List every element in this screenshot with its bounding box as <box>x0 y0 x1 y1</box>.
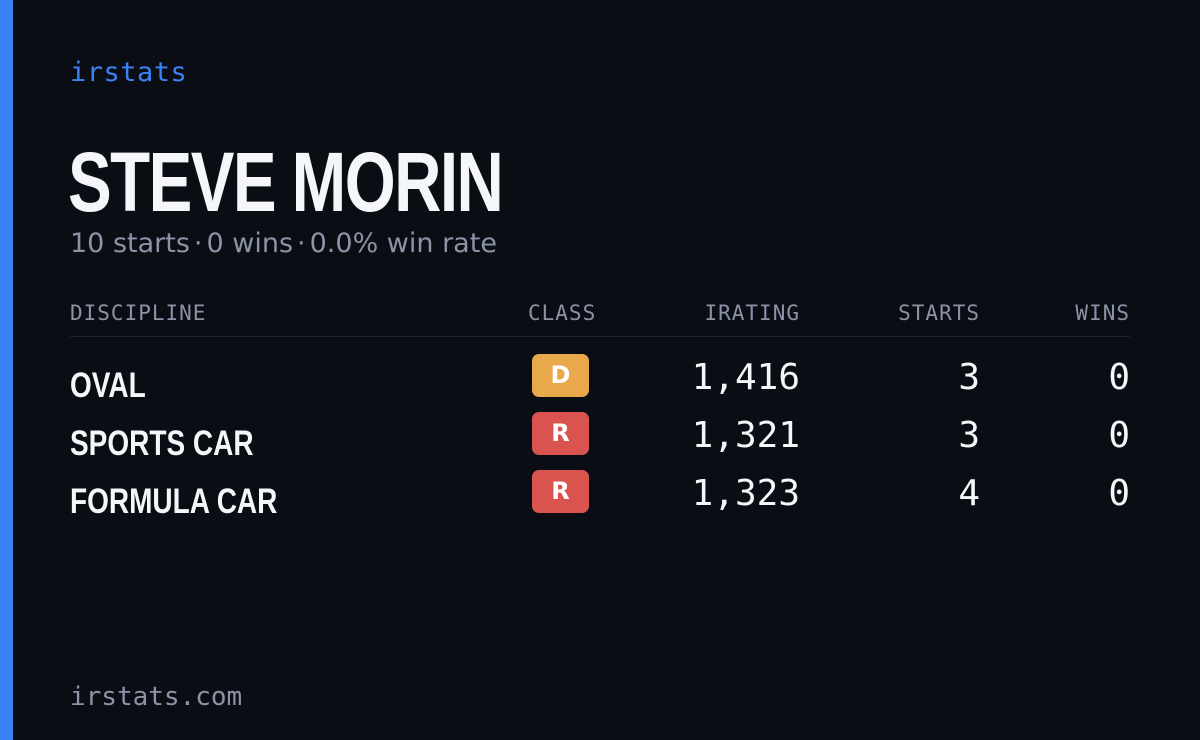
column-header-wins: WINS <box>1075 301 1130 325</box>
irating-value: 1,321 <box>691 415 800 456</box>
license-class-badge: R <box>532 470 589 513</box>
starts-value: 3 <box>958 415 980 456</box>
discipline-table: DISCIPLINE CLASS IRATING STARTS WINS OVA… <box>70 296 1130 528</box>
wins-value: 0 <box>1108 415 1130 456</box>
irating-value: 1,323 <box>691 473 800 514</box>
wins-value: 0 <box>1108 357 1130 398</box>
table-row: OVAL D 1,416 3 0 <box>70 354 1130 412</box>
driver-name: STEVE MORIN <box>68 135 504 229</box>
brand-logo-text: irstats <box>70 57 188 88</box>
column-header-irating: IRATING <box>704 301 800 325</box>
accent-bar <box>0 0 13 740</box>
driver-summary: 10 starts · 0 wins · 0.0% win rate <box>70 226 497 262</box>
starts-value: 3 <box>958 357 980 398</box>
column-header-class: CLASS <box>528 301 597 325</box>
table-header: DISCIPLINE CLASS IRATING STARTS WINS <box>70 296 1130 337</box>
footer-url: irstats.com <box>70 682 243 712</box>
license-class-badge: D <box>532 354 589 397</box>
summary-separator: · <box>193 228 203 259</box>
irating-value: 1,416 <box>691 357 800 398</box>
discipline-name: FORMULA CAR <box>70 482 278 521</box>
discipline-name: OVAL <box>70 366 146 405</box>
license-class-badge: R <box>532 412 589 455</box>
starts-value: 4 <box>958 473 980 514</box>
column-header-discipline: DISCIPLINE <box>70 301 207 325</box>
table-body: OVAL D 1,416 3 0 SPORTS CAR R 1,321 3 0 … <box>70 354 1130 528</box>
table-row: SPORTS CAR R 1,321 3 0 <box>70 412 1130 470</box>
summary-wins: 0 wins <box>206 228 294 259</box>
wins-value: 0 <box>1108 473 1130 514</box>
discipline-name: SPORTS CAR <box>70 424 254 463</box>
summary-win-rate: 0.0% win rate <box>309 228 497 259</box>
summary-separator: · <box>297 228 306 259</box>
column-header-starts: STARTS <box>898 301 980 325</box>
table-row: FORMULA CAR R 1,323 4 0 <box>70 470 1130 528</box>
summary-starts: 10 starts <box>70 228 190 259</box>
